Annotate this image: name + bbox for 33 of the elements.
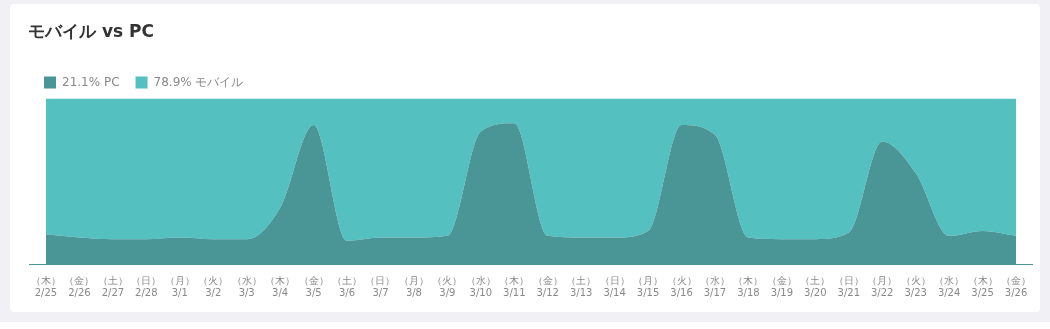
x-tick-label: （金） 3/5: [298, 274, 329, 298]
x-tick-label: （水） 3/3: [231, 274, 262, 298]
x-tick-label: （月） 3/8: [398, 274, 429, 298]
x-tick-label: （水） 3/10: [465, 274, 496, 298]
x-tick-label: （日） 3/7: [365, 274, 396, 298]
x-tick-label: （土） 3/20: [800, 274, 831, 298]
x-tick-label: （金） 3/19: [766, 274, 797, 298]
x-tick-label: （金） 3/12: [532, 274, 563, 298]
x-tick-label: （月） 3/22: [867, 274, 898, 298]
legend-label: 21.1% PC: [62, 74, 120, 89]
legend-label: 78.9% モバイル: [153, 74, 244, 89]
x-tick-label: （月） 3/15: [633, 274, 664, 298]
x-tick-label: （日） 3/21: [833, 274, 864, 298]
x-tick-label: （木） 3/25: [967, 274, 998, 298]
x-tick-label: （木） 2/25: [30, 274, 61, 298]
x-tick-label: （火） 3/9: [432, 274, 463, 298]
x-tick-label: （月） 3/1: [164, 274, 195, 298]
x-tick-label: （日） 3/14: [599, 274, 630, 298]
x-tick-label: （水） 3/17: [699, 274, 730, 298]
chart-title: モバイル vs PC: [28, 20, 154, 41]
x-tick-label: （木） 3/11: [499, 274, 530, 298]
x-tick-label: （金） 2/26: [64, 274, 95, 298]
x-tick-label: （木） 3/18: [733, 274, 764, 298]
x-tick-label: （土） 3/6: [332, 274, 363, 298]
x-tick-label: （水） 3/24: [934, 274, 965, 298]
x-tick-label: （火） 3/23: [900, 274, 931, 298]
x-tick-label: （金） 3/26: [1001, 274, 1032, 298]
x-tick-label: （火） 3/16: [666, 274, 697, 298]
x-tick-label: （木） 3/4: [265, 274, 296, 298]
x-tick-label: （土） 2/27: [97, 274, 128, 298]
x-tick-label: （日） 2/28: [131, 274, 162, 298]
x-tick-label: （土） 3/13: [566, 274, 597, 298]
x-tick-label: （火） 3/2: [198, 274, 229, 298]
